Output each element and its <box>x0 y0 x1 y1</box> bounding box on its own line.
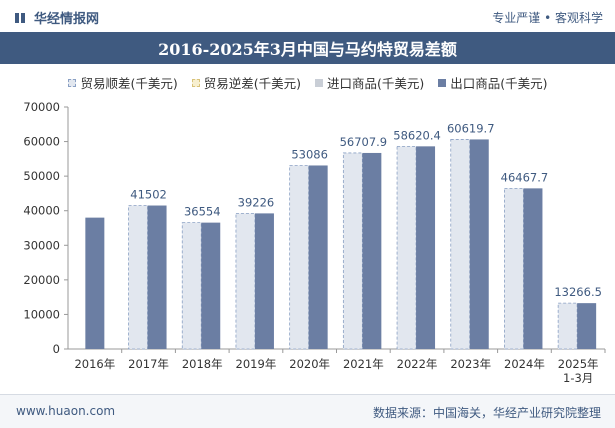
brand: 华经情报网 <box>14 8 99 27</box>
data-label: 56707.9 <box>340 135 388 149</box>
surplus-bar <box>504 187 524 350</box>
surplus-bar <box>235 212 256 350</box>
x-tick-label: 2018年 <box>182 357 223 371</box>
y-tick-label: 10000 <box>23 307 60 321</box>
data-label: 13266.5 <box>554 285 602 299</box>
chart-title: 2016-2025年3月中国与马约特贸易差额 <box>0 32 615 64</box>
export-bar <box>577 303 597 349</box>
website-link[interactable]: www.huaon.com <box>16 404 116 418</box>
legend-swatch-import <box>315 78 323 87</box>
y-tick-label: 50000 <box>23 169 60 183</box>
export-bar <box>362 152 382 349</box>
data-label: 58620.4 <box>393 128 441 142</box>
export-bar <box>254 213 274 349</box>
y-tick-label: 60000 <box>23 135 60 149</box>
surplus-bar <box>396 145 417 350</box>
legend-swatch-export <box>438 78 447 87</box>
legend: 贸易顺差(千美元) 贸易逆差(千美元) 进口商品(千美元) 出口商品(千美元) <box>28 73 588 92</box>
y-tick-label: 20000 <box>23 273 60 287</box>
export-bar <box>469 139 489 349</box>
legend-item-import: 进口商品(千美元) <box>315 73 424 92</box>
x-tick-label: 1-3月 <box>563 371 593 385</box>
y-tick-label: 70000 <box>23 100 60 114</box>
legend-item-export: 出口商品(千美元) <box>438 73 548 92</box>
x-tick-label: 2020年 <box>289 357 330 371</box>
x-tick-label: 2022年 <box>397 357 438 371</box>
data-source: 数据来源：中国海关，华经产业研究院整理 <box>372 406 601 420</box>
x-tick-label: 2017年 <box>128 357 169 371</box>
y-tick-label: 30000 <box>23 238 60 252</box>
x-tick-label: 2019年 <box>236 357 277 371</box>
data-label: 46467.7 <box>501 170 549 184</box>
x-tick-label: 2023年 <box>450 357 491 371</box>
top-bar: 华经情报网 专业严谨 • 客观科学 <box>0 0 615 32</box>
surplus-bar <box>128 205 148 350</box>
data-label: 53086 <box>291 147 328 161</box>
y-tick-label: 40000 <box>23 204 60 218</box>
export-bar <box>416 146 436 349</box>
x-tick-label: 2021年 <box>343 357 384 371</box>
x-tick-label: 2016年 <box>74 357 115 371</box>
footer: www.huaon.com 数据来源：中国海关，华经产业研究院整理 <box>0 394 615 428</box>
data-label: 41502 <box>130 188 167 202</box>
legend-label-import: 进口商品(千美元) <box>327 76 425 91</box>
surplus-bar <box>342 152 363 350</box>
export-bar <box>147 205 167 349</box>
x-tick-label: 2025年 <box>558 357 599 371</box>
legend-label-surplus: 贸易顺差(千美元) <box>80 76 178 91</box>
x-tick-label: 2024年 <box>504 357 545 371</box>
data-label: 39226 <box>238 195 275 209</box>
legend-label-deficit: 贸易逆差(千美元) <box>203 76 301 91</box>
data-label: 60619.7 <box>447 121 495 135</box>
legend-swatch-surplus <box>68 78 77 87</box>
export-bar <box>201 222 221 349</box>
bar-chart: 0 10000 20000 30000 40000 50000 60000 70000 2016… <box>23 100 606 385</box>
brand-name: 华经情报网 <box>34 12 100 27</box>
legend-label-export: 出口商品(千美元) <box>450 76 548 91</box>
legend-item-surplus: 贸易顺差(千美元) <box>68 73 178 92</box>
export-bar <box>523 188 543 349</box>
export-bar <box>308 165 328 349</box>
data-label: 36554 <box>184 205 221 219</box>
export-bar <box>85 217 105 349</box>
y-tick-label: 0 <box>53 342 60 356</box>
surplus-bar <box>181 222 202 350</box>
brand-logo-icon <box>15 12 25 23</box>
surplus-bar <box>289 165 310 350</box>
surplus-bar <box>450 139 471 350</box>
legend-item-deficit: 贸易逆差(千美元) <box>191 73 301 92</box>
legend-swatch-deficit <box>191 78 200 87</box>
surplus-bar <box>557 302 578 350</box>
tagline: 专业严谨 • 客观科学 <box>492 11 603 25</box>
